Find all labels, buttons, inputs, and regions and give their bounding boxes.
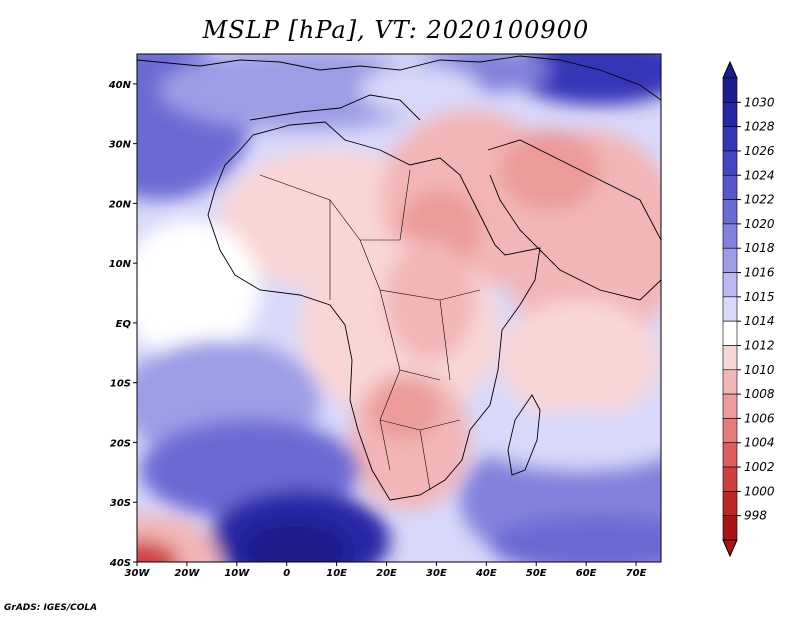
lat-tick-label: 30N: [109, 140, 132, 151]
lon-tick-label: 30W: [125, 568, 151, 579]
lat-tick-label: EQ: [116, 319, 132, 330]
colorbar-label: 1010: [744, 363, 775, 377]
colorbar-label: 1008: [744, 387, 775, 401]
lon-tick-label: 10E: [326, 568, 347, 579]
colorbar-swatch: [722, 174, 738, 200]
colorbar-swatch: [722, 369, 738, 395]
coastlines: [137, 55, 661, 501]
colorbar-top-arrow: [722, 60, 738, 79]
lat-tick-label: 10S: [110, 379, 131, 390]
madagascar-outline: [507, 394, 541, 476]
colorbar-swatch: [722, 320, 738, 346]
colorbar-swatch: [722, 102, 738, 127]
colorbar-label: 1030: [744, 95, 775, 109]
colorbar-swatch: [722, 466, 738, 492]
colorbar-swatch: [722, 296, 738, 322]
colorbar-swatch: [722, 126, 738, 152]
lon-tick-label: 20W: [174, 568, 200, 579]
lon-tick-label: 40E: [475, 568, 497, 579]
colorbar-label: 1014: [744, 314, 775, 328]
colorbar-swatch: [722, 393, 738, 419]
colorbar-swatch: [722, 199, 738, 225]
lat-tick-label: 40S: [109, 558, 131, 569]
colorbar-swatch: [722, 442, 738, 468]
lat-tick-label: 20S: [110, 438, 131, 449]
colorbar-swatch: [722, 150, 738, 176]
colorbar-label: 1006: [744, 411, 775, 425]
credit-label: GrADS: IGES/COLA: [4, 603, 98, 613]
map-frame: [136, 53, 662, 563]
africa-outline: [207, 121, 541, 501]
colorbar-label: 998: [744, 509, 767, 523]
colorbar-swatch: [722, 418, 738, 444]
colorbar-swatch: [722, 515, 738, 541]
lat-tick-label: 40N: [108, 80, 132, 91]
mediterranean-south: [249, 94, 421, 121]
lon-tick-label: 50E: [526, 568, 547, 579]
axes: 30W 20W 10W 0 10E 20E 30E 40E 50E 60E 70E 40N 30N 20N…: [108, 80, 647, 579]
colorbar-label: 1004: [744, 436, 775, 450]
europe-coast: [137, 55, 661, 101]
colorbar-label: 1002: [744, 460, 775, 474]
colorbar-swatch: [722, 247, 738, 273]
colorbar-label: 1022: [744, 193, 775, 207]
colorbar: 1030 1028 1026 1024 1022 1020 1018 1016 1015 1014…: [722, 60, 775, 558]
colorbar-label: 1026: [744, 144, 775, 158]
map-title: MSLP [hPa], VT: 2020100900: [202, 16, 590, 44]
colorbar-label: 1028: [744, 120, 775, 134]
lon-tick-label: 0: [283, 568, 290, 579]
colorbar-label: 1024: [744, 168, 775, 182]
colorbar-bottom-arrow: [722, 539, 738, 558]
colorbar-label: 1020: [744, 217, 775, 231]
colorbar-swatch: [722, 272, 738, 298]
arabia-outline: [487, 139, 661, 301]
colorbar-label: 1015: [744, 290, 775, 304]
colorbar-label: 1018: [744, 241, 775, 255]
colorbar-swatch: [722, 345, 738, 371]
lat-tick-label: 20N: [109, 199, 132, 210]
colorbar-swatch: [722, 491, 738, 516]
colorbar-swatch: [722, 223, 738, 249]
colorbar-label: 1012: [744, 338, 775, 352]
lon-tick-label: 30E: [426, 568, 447, 579]
internal-borders: [259, 169, 481, 491]
colorbar-label: 1016: [744, 266, 775, 280]
lon-tick-label: 10W: [224, 568, 250, 579]
pressure-field: [137, 54, 661, 562]
lat-tick-label: 10N: [109, 259, 132, 270]
colorbar-label: 1000: [744, 484, 775, 498]
lon-tick-label: 20E: [376, 568, 397, 579]
colorbar-swatch: [722, 77, 738, 103]
lon-tick-label: 60E: [576, 568, 597, 579]
lon-tick-label: 70E: [626, 568, 647, 579]
lat-tick-label: 30S: [110, 498, 131, 509]
